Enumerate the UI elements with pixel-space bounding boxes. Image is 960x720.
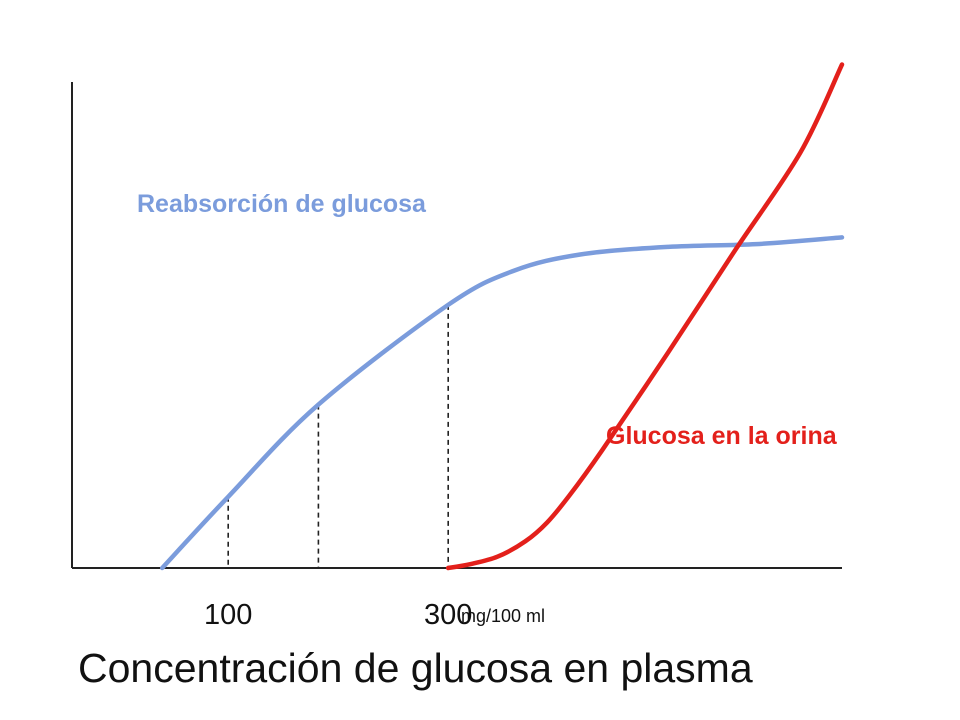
axes — [71, 82, 842, 569]
x-tick-label: 300 — [424, 599, 472, 631]
series-label-reabsorcion: Reabsorción de glucosa — [137, 190, 427, 218]
reference-lines — [227, 304, 450, 568]
series-group — [159, 62, 845, 571]
series-line-reabsorcion — [159, 235, 845, 571]
x-tick-labels: 100 300 — [204, 599, 472, 631]
x-axis-title: Concentración de glucosa en plasma — [78, 645, 753, 691]
labels-group: Reabsorción de glucosa Glucosa en la ori… — [78, 190, 838, 691]
series-label-orina: Glucosa en la orina — [606, 422, 838, 450]
x-unit-label: mg/100 ml — [461, 606, 545, 626]
x-tick-label: 100 — [204, 599, 252, 631]
series-line-orina — [445, 62, 845, 571]
